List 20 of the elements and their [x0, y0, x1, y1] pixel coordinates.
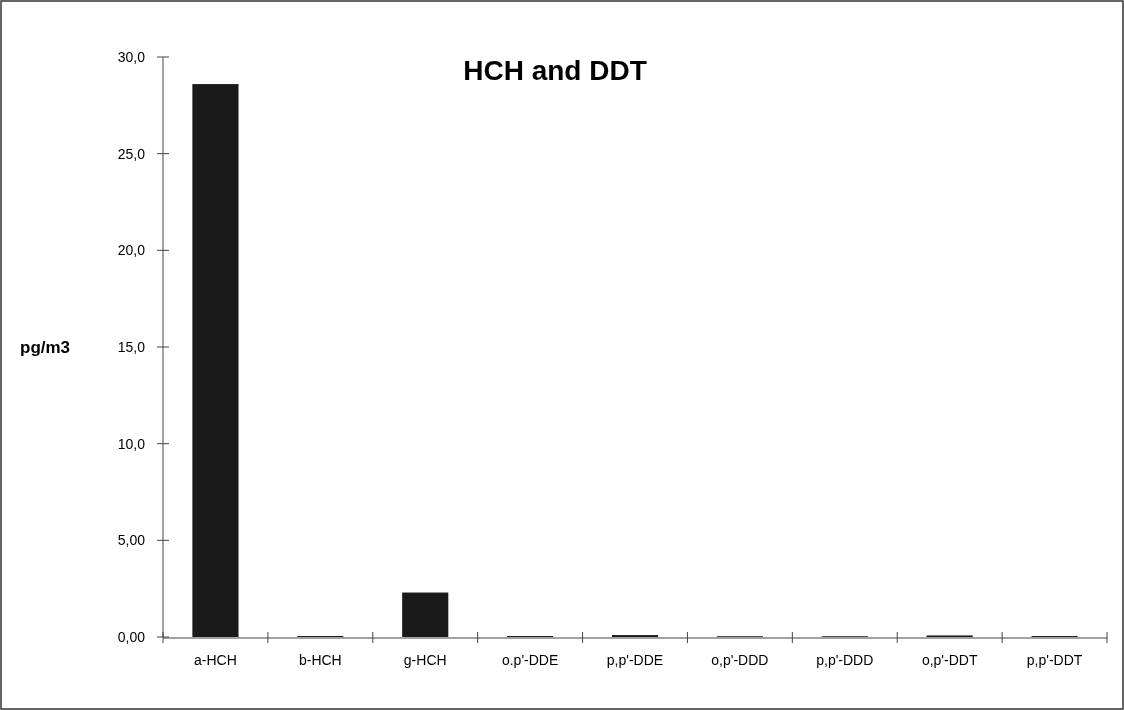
- y-tick-label: 25,0: [117, 145, 146, 162]
- x-tick-label: o.p'-DDE: [501, 652, 559, 668]
- bar: [402, 592, 449, 637]
- y-tick-label: 0,00: [117, 628, 146, 645]
- x-tick-label: o,p'-DDT: [921, 652, 978, 668]
- x-tick-label: o,p'-DDD: [711, 652, 769, 668]
- y-tick-label: 5,00: [117, 532, 146, 549]
- y-tick-label: 20,0: [117, 242, 146, 259]
- x-tick-label: p,p'-DDE: [606, 652, 664, 668]
- x-tick-label: b-HCH: [298, 652, 342, 668]
- y-tick-label: 15,0: [117, 338, 146, 355]
- x-tick-label: p,p'-DDD: [816, 652, 874, 668]
- x-tick-label: a-HCH: [194, 652, 237, 668]
- y-tick-label: 30,0: [117, 48, 146, 65]
- y-axis-title: pg/m3: [20, 337, 71, 357]
- x-tick-label: p,p'-DDT: [1026, 652, 1083, 668]
- y-tick-label: 10,0: [117, 435, 146, 452]
- x-tick-label: g-HCH: [403, 652, 447, 668]
- chart-title: HCH and DDT: [463, 55, 647, 86]
- bar: [192, 84, 239, 637]
